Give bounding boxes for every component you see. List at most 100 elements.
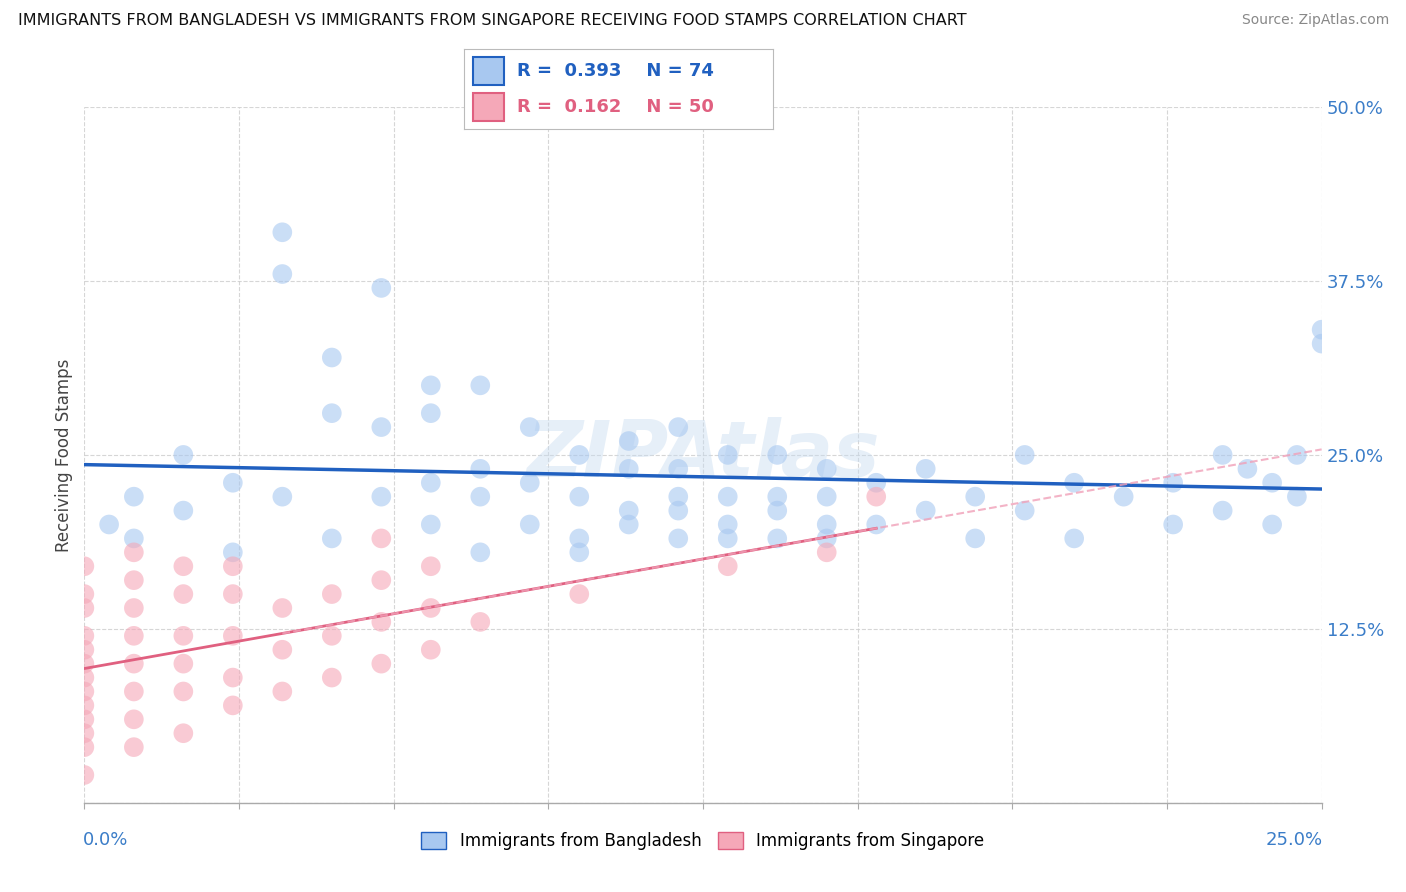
Point: [222, 671, 245, 685]
Point: [73, 629, 96, 643]
Point: [321, 406, 343, 420]
Point: [717, 448, 740, 462]
Point: [519, 420, 541, 434]
Point: [717, 532, 740, 546]
Point: [815, 462, 838, 476]
Point: [370, 657, 392, 671]
Point: [1161, 475, 1184, 490]
Point: [815, 490, 838, 504]
Point: [419, 378, 441, 392]
Point: [1014, 503, 1036, 517]
Point: [73, 671, 96, 685]
Point: [666, 532, 689, 546]
Text: IMMIGRANTS FROM BANGLADESH VS IMMIGRANTS FROM SINGAPORE RECEIVING FOOD STAMPS CO: IMMIGRANTS FROM BANGLADESH VS IMMIGRANTS…: [18, 13, 967, 29]
Point: [568, 448, 591, 462]
Point: [271, 267, 294, 281]
Point: [1161, 517, 1184, 532]
Point: [370, 615, 392, 629]
Point: [419, 559, 441, 574]
Point: [666, 420, 689, 434]
Point: [172, 503, 194, 517]
Point: [122, 740, 145, 755]
Point: [370, 490, 392, 504]
Point: [321, 587, 343, 601]
Point: [568, 490, 591, 504]
Point: [815, 532, 838, 546]
Point: [271, 490, 294, 504]
Text: Source: ZipAtlas.com: Source: ZipAtlas.com: [1241, 13, 1389, 28]
Point: [419, 475, 441, 490]
Point: [419, 642, 441, 657]
Point: [666, 503, 689, 517]
Legend: Immigrants from Bangladesh, Immigrants from Singapore: Immigrants from Bangladesh, Immigrants f…: [415, 826, 991, 857]
Point: [271, 684, 294, 698]
Point: [222, 475, 245, 490]
Point: [172, 559, 194, 574]
Point: [1063, 532, 1085, 546]
Point: [122, 657, 145, 671]
Point: [122, 601, 145, 615]
Text: 25.0%: 25.0%: [1265, 830, 1323, 848]
Point: [766, 490, 789, 504]
Point: [98, 517, 121, 532]
Point: [321, 629, 343, 643]
Point: [914, 503, 936, 517]
Point: [370, 281, 392, 295]
Point: [470, 378, 492, 392]
Point: [122, 684, 145, 698]
Point: [73, 768, 96, 782]
Point: [73, 726, 96, 740]
Point: [73, 684, 96, 698]
Point: [73, 712, 96, 726]
Point: [122, 573, 145, 587]
Text: ZIPAtlas: ZIPAtlas: [526, 417, 880, 493]
Point: [865, 517, 887, 532]
Point: [172, 448, 194, 462]
Point: [1212, 503, 1234, 517]
Point: [271, 225, 294, 239]
Point: [370, 573, 392, 587]
Point: [717, 490, 740, 504]
Text: 0.0%: 0.0%: [83, 830, 128, 848]
Point: [470, 462, 492, 476]
Point: [73, 657, 96, 671]
Text: R =  0.162    N = 50: R = 0.162 N = 50: [516, 98, 713, 116]
Point: [1310, 323, 1333, 337]
Point: [1261, 475, 1284, 490]
Point: [617, 503, 640, 517]
Point: [222, 545, 245, 559]
Point: [617, 462, 640, 476]
Point: [271, 601, 294, 615]
Point: [73, 601, 96, 615]
Point: [766, 503, 789, 517]
Point: [222, 629, 245, 643]
Point: [965, 532, 987, 546]
Point: [766, 532, 789, 546]
Point: [321, 671, 343, 685]
Point: [321, 351, 343, 365]
Point: [1236, 462, 1258, 476]
Point: [865, 490, 887, 504]
Point: [222, 698, 245, 713]
Y-axis label: Receiving Food Stamps: Receiving Food Stamps: [55, 359, 73, 551]
Point: [666, 462, 689, 476]
Point: [222, 559, 245, 574]
Bar: [474, 94, 505, 121]
Point: [172, 629, 194, 643]
Point: [717, 559, 740, 574]
Point: [568, 532, 591, 546]
Point: [271, 642, 294, 657]
Text: R =  0.393    N = 74: R = 0.393 N = 74: [516, 62, 713, 80]
Point: [172, 726, 194, 740]
Point: [172, 684, 194, 698]
Point: [815, 517, 838, 532]
Point: [470, 545, 492, 559]
Point: [419, 517, 441, 532]
Point: [1112, 490, 1135, 504]
Point: [1310, 336, 1333, 351]
Point: [666, 490, 689, 504]
Point: [419, 601, 441, 615]
Point: [370, 420, 392, 434]
Point: [73, 642, 96, 657]
Point: [617, 517, 640, 532]
